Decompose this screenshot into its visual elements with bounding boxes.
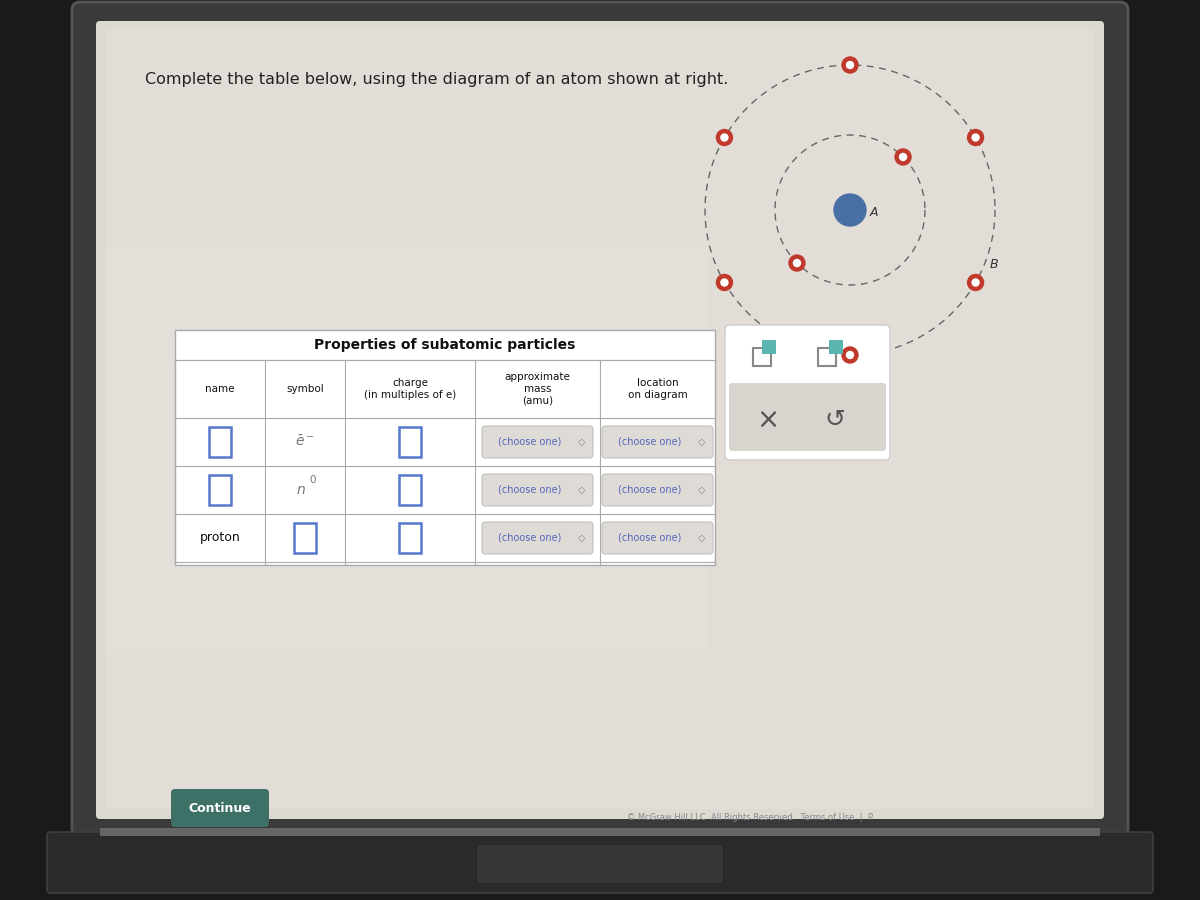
Circle shape [716, 274, 732, 291]
FancyBboxPatch shape [754, 348, 772, 366]
Text: ◇: ◇ [577, 533, 586, 543]
FancyBboxPatch shape [482, 522, 593, 554]
FancyBboxPatch shape [175, 330, 715, 565]
FancyBboxPatch shape [602, 426, 713, 458]
FancyBboxPatch shape [602, 474, 713, 506]
Text: $\bar{e}^-$: $\bar{e}^-$ [295, 435, 314, 449]
FancyBboxPatch shape [725, 325, 890, 460]
Text: B: B [990, 258, 998, 272]
FancyBboxPatch shape [294, 523, 316, 553]
Circle shape [842, 57, 858, 73]
FancyBboxPatch shape [398, 523, 421, 553]
Circle shape [972, 279, 979, 286]
Text: A: A [870, 205, 878, 219]
Text: Properties of subatomic particles: Properties of subatomic particles [314, 338, 576, 352]
FancyBboxPatch shape [482, 474, 593, 506]
Text: (choose one): (choose one) [618, 533, 682, 543]
Text: charge
(in multiples of e): charge (in multiples of e) [364, 378, 456, 400]
Circle shape [721, 279, 728, 286]
Text: ◇: ◇ [697, 533, 706, 543]
FancyBboxPatch shape [818, 348, 836, 366]
Circle shape [834, 194, 866, 226]
Text: (choose one): (choose one) [618, 437, 682, 447]
Text: ◇: ◇ [577, 485, 586, 495]
Text: (choose one): (choose one) [498, 533, 562, 543]
Text: © McGraw Hill LLC  All Rights Reserved.  Terms of Use  |  P: © McGraw Hill LLC All Rights Reserved. T… [628, 813, 874, 822]
FancyBboxPatch shape [209, 427, 230, 457]
Text: ↺: ↺ [824, 408, 846, 432]
Text: proton: proton [199, 532, 240, 544]
FancyBboxPatch shape [100, 828, 1100, 836]
Text: Complete the table below, using the diagram of an atom shown at right.: Complete the table below, using the diag… [145, 72, 728, 87]
Circle shape [846, 61, 853, 68]
FancyBboxPatch shape [72, 2, 1128, 838]
FancyBboxPatch shape [106, 30, 1094, 809]
Circle shape [793, 259, 800, 266]
Text: location
on diagram: location on diagram [628, 378, 688, 400]
Text: symbol: symbol [286, 384, 324, 394]
FancyBboxPatch shape [398, 475, 421, 505]
Text: ◇: ◇ [697, 437, 706, 447]
Circle shape [900, 154, 906, 160]
Text: 0: 0 [310, 475, 317, 485]
Text: (choose one): (choose one) [618, 485, 682, 495]
FancyBboxPatch shape [96, 21, 1104, 819]
FancyBboxPatch shape [172, 789, 269, 827]
Text: (choose one): (choose one) [498, 437, 562, 447]
FancyBboxPatch shape [478, 846, 722, 882]
Circle shape [842, 347, 858, 363]
Text: approximate
mass
(amu): approximate mass (amu) [504, 373, 570, 406]
FancyBboxPatch shape [602, 522, 713, 554]
Circle shape [721, 134, 728, 141]
Circle shape [788, 255, 805, 271]
Text: Continue: Continue [188, 802, 251, 814]
Text: ◇: ◇ [697, 485, 706, 495]
FancyBboxPatch shape [482, 426, 593, 458]
FancyBboxPatch shape [108, 250, 708, 650]
Text: ×: × [756, 406, 780, 434]
Text: name: name [205, 384, 235, 394]
Circle shape [967, 274, 984, 291]
FancyBboxPatch shape [730, 383, 886, 451]
FancyBboxPatch shape [829, 340, 842, 354]
Text: (choose one): (choose one) [498, 485, 562, 495]
FancyBboxPatch shape [762, 340, 776, 354]
Circle shape [846, 352, 853, 358]
Circle shape [895, 149, 911, 165]
Text: ◇: ◇ [577, 437, 586, 447]
FancyBboxPatch shape [47, 832, 1153, 893]
FancyBboxPatch shape [398, 427, 421, 457]
Circle shape [967, 130, 984, 146]
Text: $n$: $n$ [296, 483, 306, 497]
Circle shape [716, 130, 732, 146]
Circle shape [972, 134, 979, 141]
FancyBboxPatch shape [209, 475, 230, 505]
